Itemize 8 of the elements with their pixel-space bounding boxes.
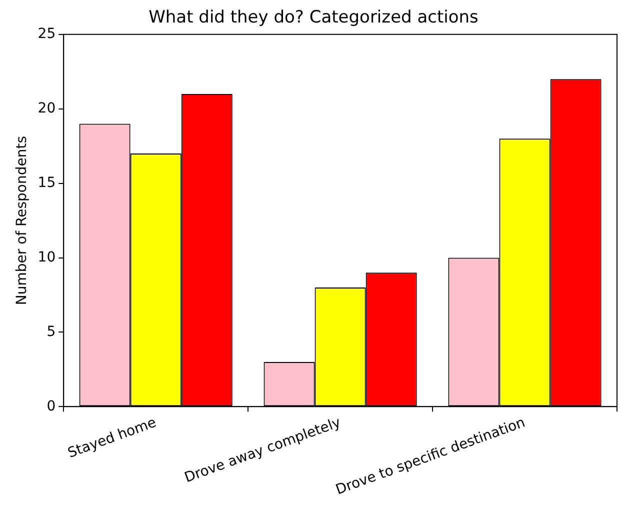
y-tick-label: 25 bbox=[38, 26, 56, 42]
y-tick-label: 5 bbox=[46, 324, 56, 340]
y-tick-label: 20 bbox=[38, 100, 56, 116]
y-axis-title: Number of Respondents bbox=[14, 136, 30, 306]
y-tick-label: 10 bbox=[38, 249, 56, 266]
y-tick-label: 0 bbox=[46, 398, 56, 414]
chart-title: What did they do? Categorized actions bbox=[148, 8, 479, 28]
y-tick-label: 15 bbox=[38, 174, 56, 191]
